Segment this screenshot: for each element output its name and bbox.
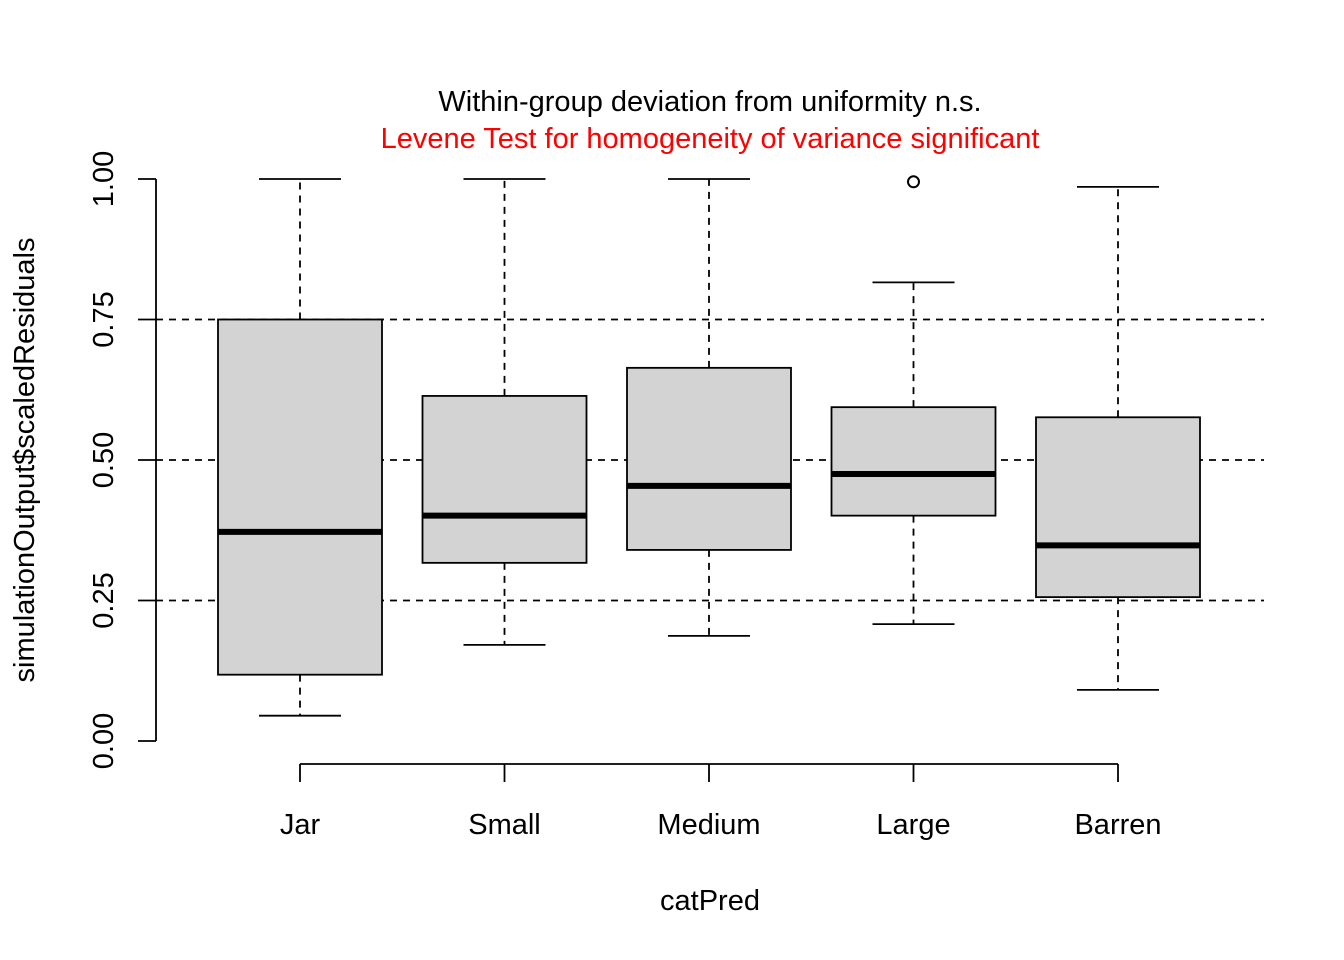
box-barren [1035, 185, 1201, 691]
y-tick-label: 0.00 [88, 713, 120, 769]
boxes [217, 175, 1201, 717]
box-body [217, 318, 383, 676]
y-tick-label: 0.75 [88, 291, 120, 347]
x-tick-label: Small [468, 809, 541, 841]
x-tick-label: Large [876, 809, 950, 841]
outlier-point [907, 175, 920, 189]
box-large [830, 175, 997, 626]
box-jar [217, 178, 383, 717]
box-body [830, 406, 997, 517]
box-small [421, 178, 588, 646]
box-body [1035, 416, 1201, 599]
box-medium [626, 178, 792, 637]
y-axis-label: simulationOutput$scaledResiduals [9, 238, 41, 683]
y-tick-label: 0.50 [88, 432, 120, 488]
x-axis: Jar Small Medium Large Barren [280, 763, 1162, 841]
x-tick-label: Medium [657, 809, 760, 841]
y-tick-label: 0.25 [88, 572, 120, 628]
x-tick-label: Jar [280, 809, 321, 841]
x-tick-label: Barren [1074, 809, 1161, 841]
y-tick-label: 1.00 [88, 151, 120, 207]
chart-title: Within-group deviation from uniformity n… [438, 86, 981, 118]
box-body [421, 395, 588, 564]
x-axis-label: catPred [660, 885, 760, 917]
chart-subtitle: Levene Test for homogeneity of variance … [381, 123, 1040, 155]
box-body [626, 366, 792, 551]
y-axis: 0.00 0.25 0.50 0.75 1.00 [88, 151, 157, 769]
